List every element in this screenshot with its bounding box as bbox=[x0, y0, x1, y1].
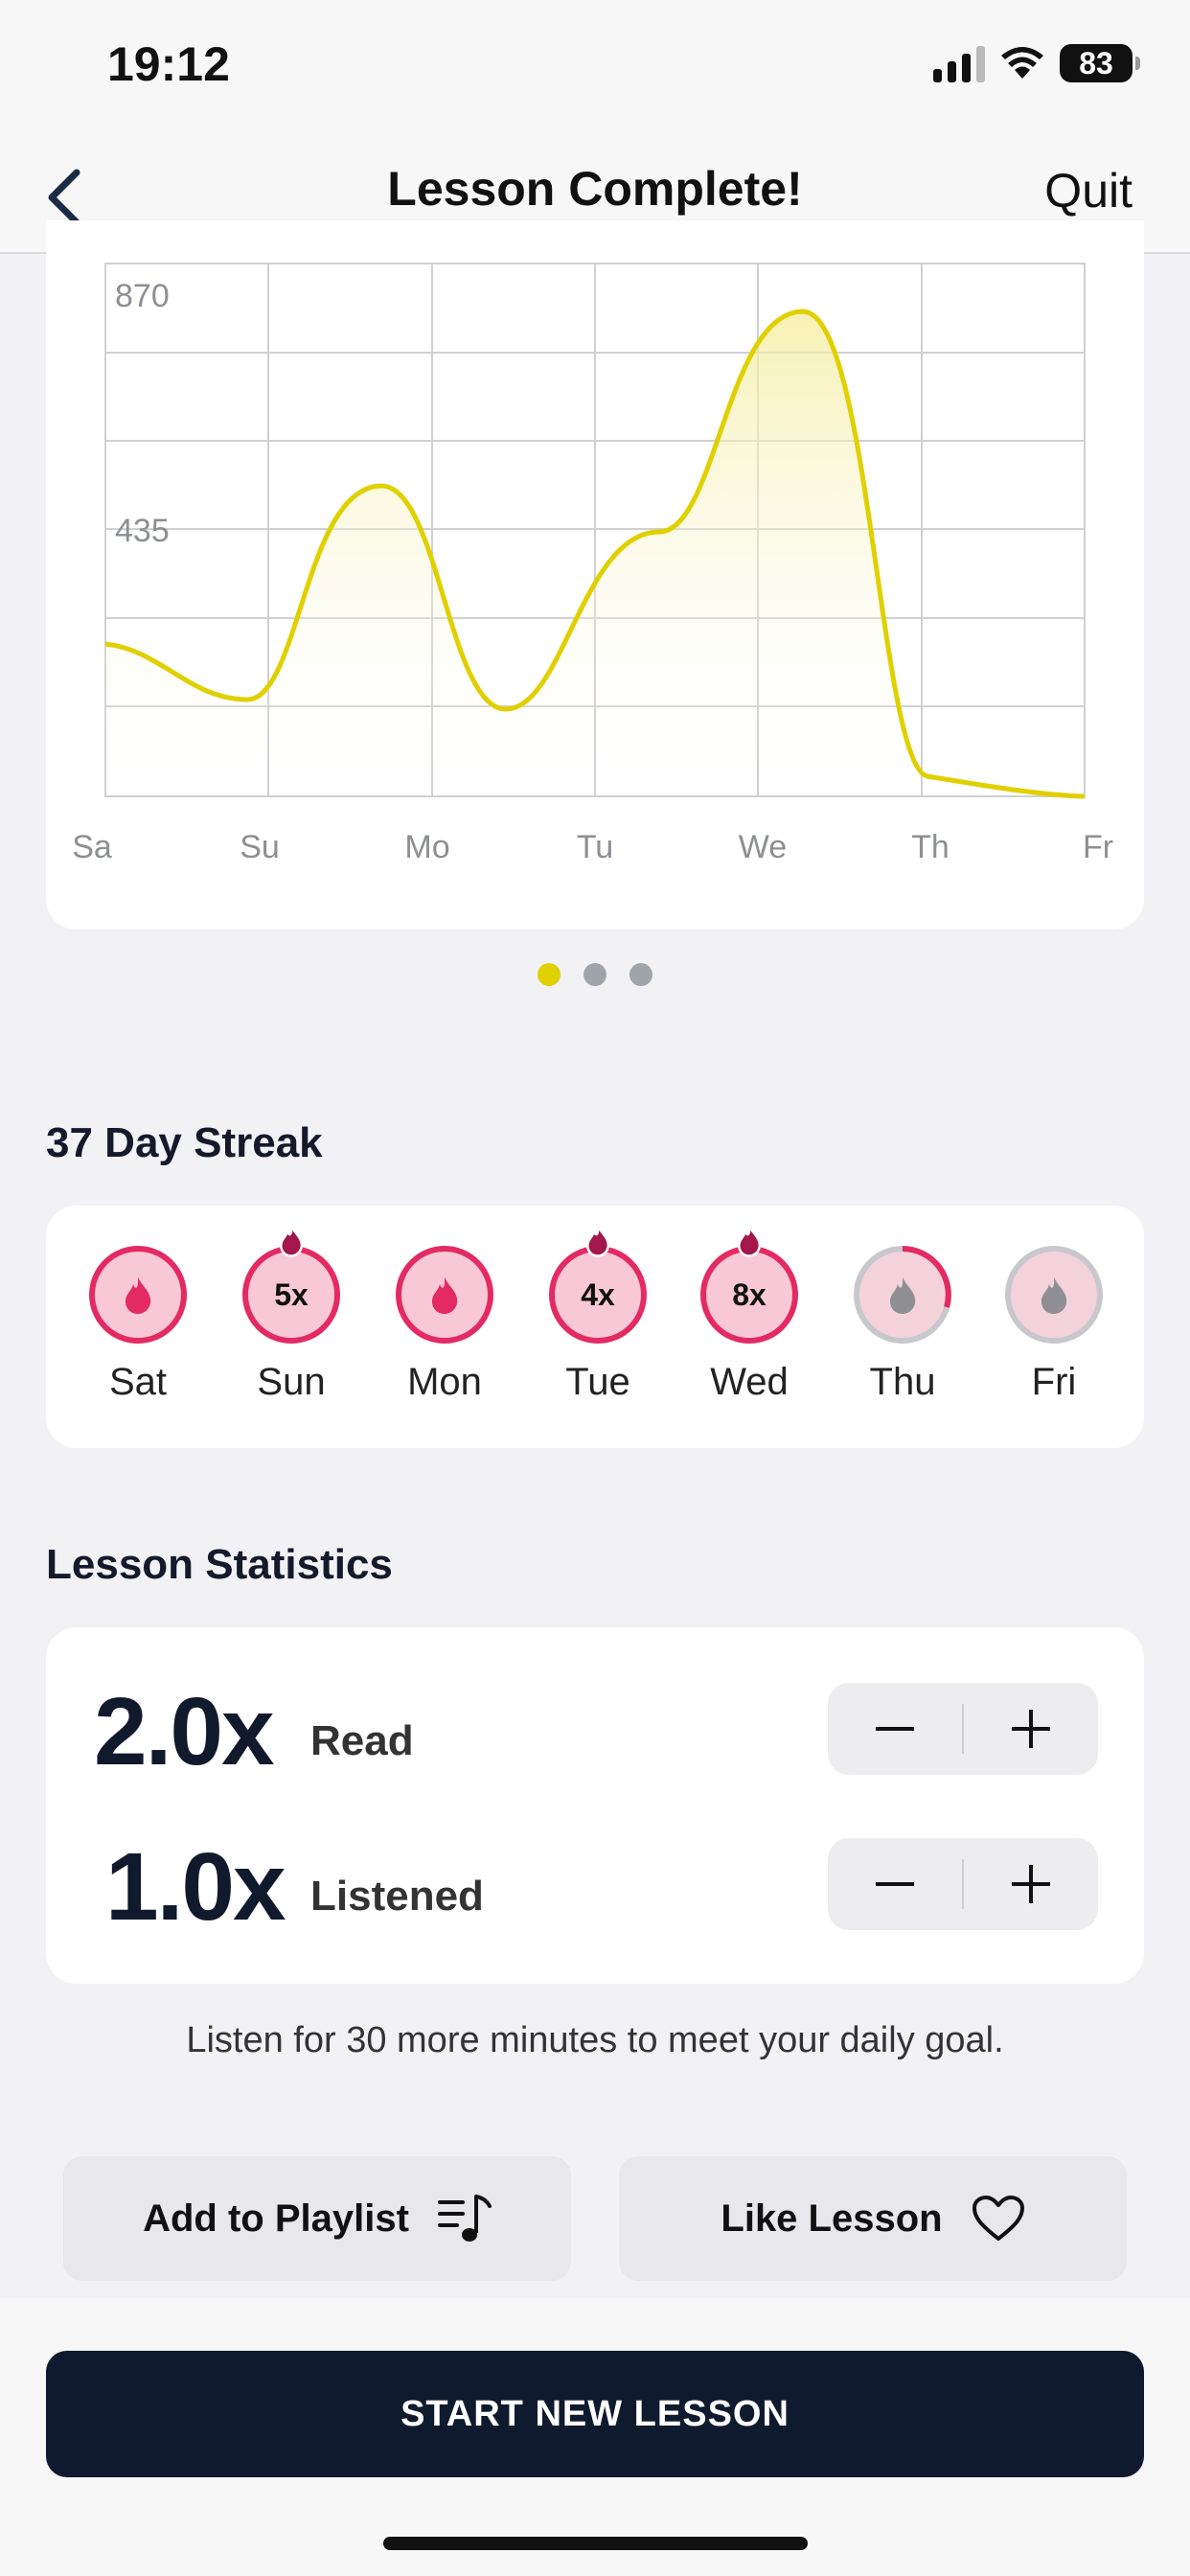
listened-value: 1.0x bbox=[105, 1833, 286, 1941]
start-new-lesson-button[interactable]: START NEW LESSON bbox=[46, 2351, 1144, 2477]
streak-ring bbox=[396, 1246, 493, 1344]
flame-badge-icon bbox=[738, 1224, 762, 1257]
streak-title: 37 Day Streak bbox=[46, 1119, 323, 1166]
listened-label: Listened bbox=[310, 1873, 484, 1920]
activity-chart: 870 435 Sa Su Mo Tu We Th Fr bbox=[72, 263, 1113, 865]
listened-decrement-button[interactable] bbox=[828, 1838, 962, 1930]
streak-count: 5x bbox=[274, 1276, 309, 1312]
streak-day-tue: 4x Tue bbox=[540, 1224, 655, 1404]
status-icons: 83 bbox=[933, 40, 1140, 86]
chevron-left-icon bbox=[48, 169, 80, 226]
activity-chart-card: 870 435 Sa Su Mo Tu We Th Fr bbox=[46, 220, 1144, 930]
day-label: Mon bbox=[407, 1361, 482, 1403]
flame-badge-icon bbox=[586, 1224, 610, 1257]
streak-day-mon: Mon bbox=[387, 1246, 502, 1404]
x-label-fr: Fr bbox=[1083, 829, 1113, 865]
page-indicator[interactable] bbox=[0, 963, 1190, 986]
streak-day-fri: Fri bbox=[996, 1246, 1111, 1404]
page-dot-2[interactable] bbox=[584, 963, 606, 986]
add-to-playlist-button[interactable]: Add to Playlist bbox=[63, 2156, 571, 2281]
quit-button[interactable]: Quit bbox=[1044, 164, 1133, 218]
wifi-icon bbox=[1001, 47, 1043, 79]
x-label-mo: Mo bbox=[404, 829, 449, 865]
cellular-signal-icon bbox=[933, 44, 985, 82]
like-lesson-label: Like Lesson bbox=[721, 2196, 943, 2240]
x-label-su: Su bbox=[240, 829, 280, 865]
home-indicator bbox=[383, 2537, 808, 2550]
stepper-divider bbox=[962, 1859, 964, 1909]
progress-arc bbox=[902, 1246, 951, 1308]
listened-stepper bbox=[828, 1838, 1098, 1930]
minus-icon bbox=[876, 1882, 914, 1886]
streak-ring-pending bbox=[1005, 1246, 1103, 1344]
streak-count: 8x bbox=[732, 1276, 767, 1312]
minus-icon bbox=[876, 1727, 914, 1731]
page-dot-3[interactable] bbox=[629, 963, 652, 986]
read-increment-button[interactable] bbox=[964, 1683, 1098, 1775]
streak-day-sat: Sat bbox=[80, 1246, 195, 1404]
status-time: 19:12 bbox=[107, 37, 230, 91]
streak-count: 4x bbox=[581, 1276, 615, 1312]
streak-ring bbox=[89, 1246, 187, 1344]
read-label: Read bbox=[310, 1717, 414, 1764]
day-label: Sat bbox=[108, 1361, 168, 1403]
streak-day-sun: 5x Sun bbox=[234, 1224, 349, 1404]
read-stepper bbox=[828, 1683, 1098, 1775]
read-value: 2.0x bbox=[94, 1678, 275, 1785]
flame-icon bbox=[126, 1276, 151, 1314]
daily-goal-message: Listen for 30 more minutes to meet your … bbox=[186, 2020, 1004, 2060]
stats-card: 2.0x Read 1.0x Listened bbox=[46, 1627, 1144, 1984]
x-label-sa: Sa bbox=[72, 829, 112, 865]
streak-day-wed: 8x Wed bbox=[692, 1224, 807, 1404]
page-title: Lesson Complete! bbox=[387, 162, 803, 216]
y-tick-mid: 435 bbox=[115, 513, 170, 549]
day-label: Fri bbox=[1031, 1361, 1077, 1403]
back-button[interactable] bbox=[29, 155, 105, 232]
flame-icon bbox=[1041, 1276, 1067, 1314]
y-tick-top: 870 bbox=[115, 278, 170, 314]
streak-ring: 5x bbox=[242, 1224, 340, 1344]
streak-card: Sat 5x Sun Mon 4x Tue 8x Wed bbox=[46, 1206, 1144, 1448]
status-bar: 19:12 83 bbox=[0, 0, 1190, 134]
listened-increment-button[interactable] bbox=[964, 1838, 1098, 1930]
playlist-music-icon bbox=[437, 2195, 492, 2242]
stats-title: Lesson Statistics bbox=[46, 1541, 393, 1588]
plus-icon bbox=[1012, 1710, 1050, 1748]
stepper-divider bbox=[962, 1704, 964, 1754]
add-to-playlist-label: Add to Playlist bbox=[143, 2196, 409, 2240]
heart-icon bbox=[972, 2196, 1024, 2241]
page-dot-1[interactable] bbox=[538, 963, 561, 986]
flame-badge-icon bbox=[280, 1224, 304, 1257]
day-label: Tue bbox=[565, 1361, 630, 1403]
streak-ring: 4x bbox=[549, 1224, 647, 1344]
day-label: Sun bbox=[257, 1361, 326, 1403]
x-label-tu: Tu bbox=[577, 829, 613, 865]
chart-line bbox=[104, 309, 1086, 799]
like-lesson-button[interactable]: Like Lesson bbox=[619, 2156, 1127, 2281]
streak-ring-partial bbox=[854, 1246, 951, 1344]
battery-indicator: 83 bbox=[1060, 44, 1140, 82]
read-decrement-button[interactable] bbox=[828, 1683, 962, 1775]
plus-icon bbox=[1012, 1865, 1050, 1903]
flame-icon bbox=[890, 1276, 916, 1314]
streak-ring: 8x bbox=[700, 1224, 798, 1344]
day-label: Thu bbox=[869, 1361, 936, 1403]
chart-area-fill bbox=[105, 311, 1085, 796]
flame-icon bbox=[432, 1276, 458, 1314]
streak-day-thu: Thu bbox=[845, 1246, 960, 1404]
x-label-we: We bbox=[739, 829, 787, 865]
day-label: Wed bbox=[710, 1361, 789, 1403]
x-label-th: Th bbox=[911, 829, 950, 865]
